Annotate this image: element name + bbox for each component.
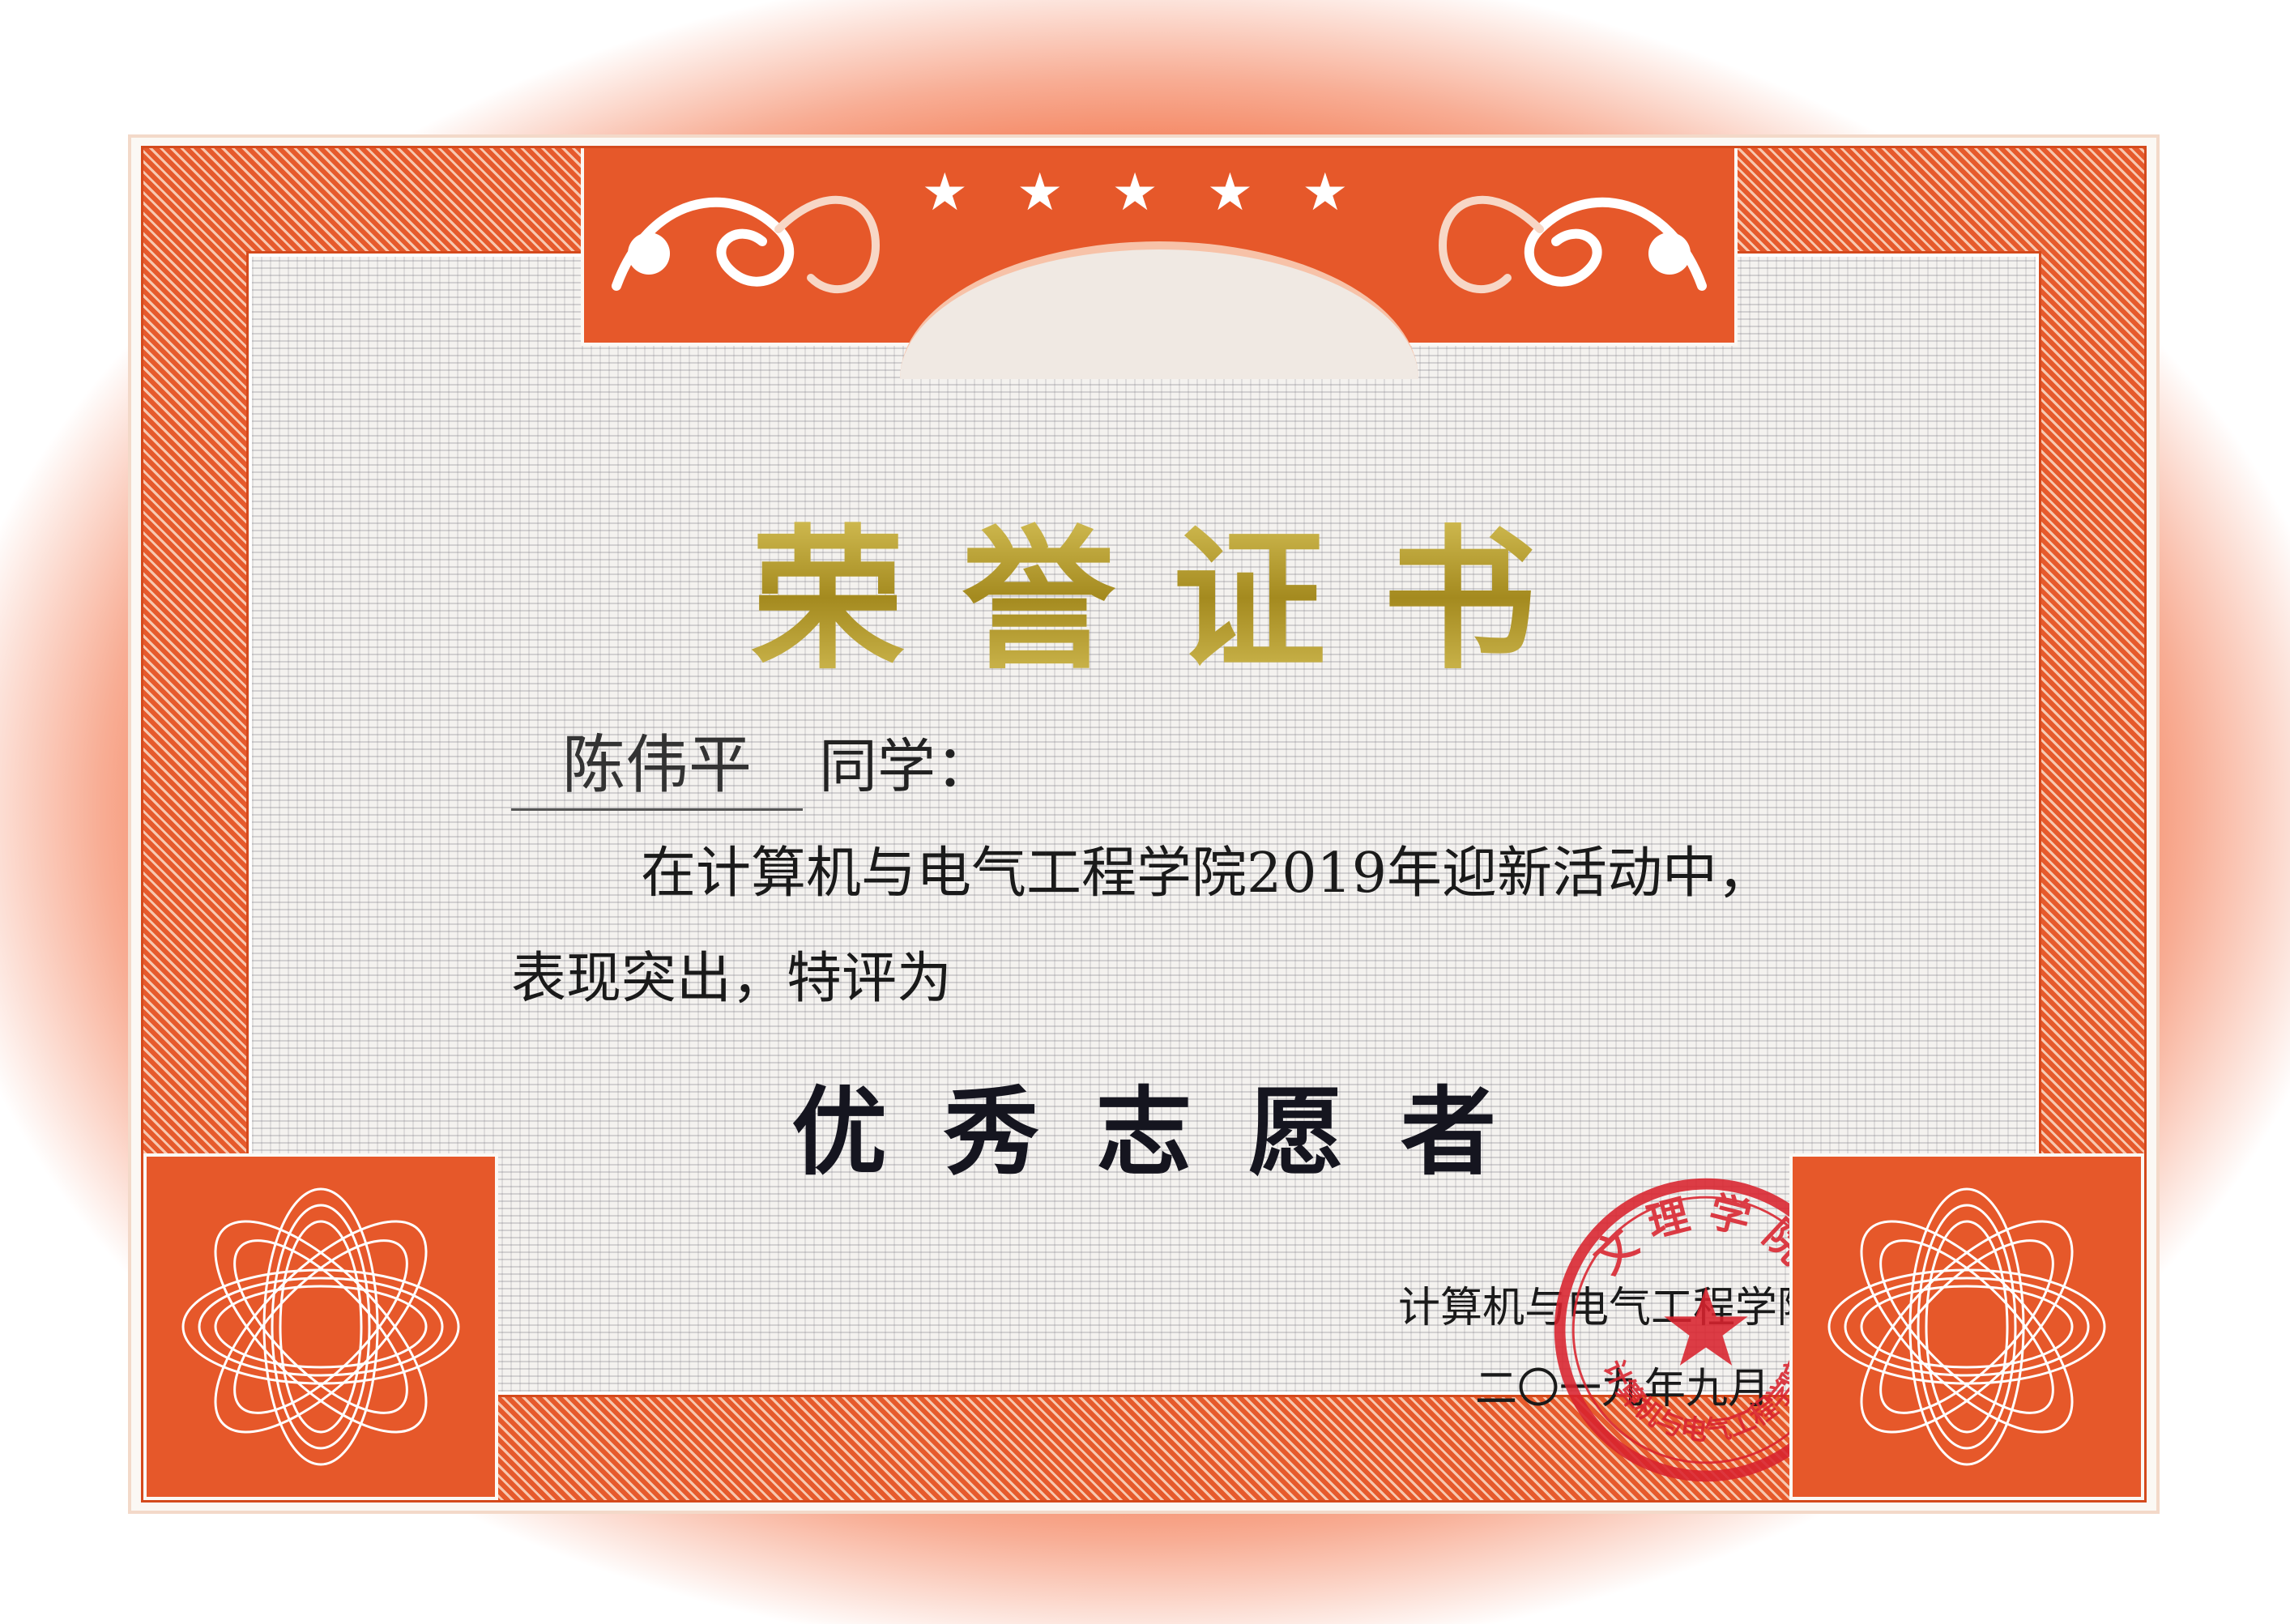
body-text-line-2: 表现突出，特评为 — [511, 947, 953, 1011]
recipient-line: 陈伟平 同学： — [511, 714, 995, 811]
issue-date: 二〇一九年九月 — [1475, 1365, 1771, 1413]
scroll-ornament-icon — [612, 195, 881, 294]
award-title: 优秀志愿者 — [791, 1076, 1553, 1188]
top-arch — [900, 241, 1418, 379]
recipient-suffix: 同学： — [819, 732, 995, 800]
corner-ornament-bottom-right — [1789, 1153, 2144, 1500]
inner-panel: 荣誉证书 陈伟平 同学： 在计算机与电气工程学院2019年迎新活动中， 表现突出，… — [246, 251, 2041, 1482]
star-icon — [1664, 1286, 1748, 1366]
star-icon: ★ — [1206, 163, 1303, 223]
star-icon: ★ — [1016, 163, 1112, 223]
star-icon: ★ — [1302, 163, 1397, 223]
certificate-title: 荣誉证书 — [252, 475, 2036, 698]
seal-text-bottom: 计算机与电气工程学院 — [1597, 1355, 1814, 1447]
corner-ornament-bottom-left — [143, 1153, 498, 1500]
rosette-icon — [1827, 1187, 2106, 1466]
top-banner: ★★★★★ — [581, 148, 1738, 379]
banner-stars: ★★★★★ — [584, 163, 1734, 223]
issuer-name: 计算机与电气工程学院 — [1398, 1284, 1820, 1332]
svg-text:计算机与电气工程学院: 计算机与电气工程学院 — [1597, 1355, 1814, 1447]
rosette-icon — [181, 1187, 460, 1466]
star-icon: ★ — [921, 163, 1017, 223]
star-icon: ★ — [1111, 163, 1207, 223]
recipient-name: 陈伟平 — [511, 714, 803, 811]
body-text-line-1: 在计算机与电气工程学院2019年迎新活动中， — [641, 842, 1773, 906]
outer-frame: 荣誉证书 陈伟平 同学： 在计算机与电气工程学院2019年迎新活动中， 表现突出，… — [141, 146, 2147, 1503]
scroll-ornament-icon — [1438, 195, 1707, 294]
certificate: 荣誉证书 陈伟平 同学： 在计算机与电气工程学院2019年迎新活动中， 表现突出，… — [131, 138, 2156, 1511]
